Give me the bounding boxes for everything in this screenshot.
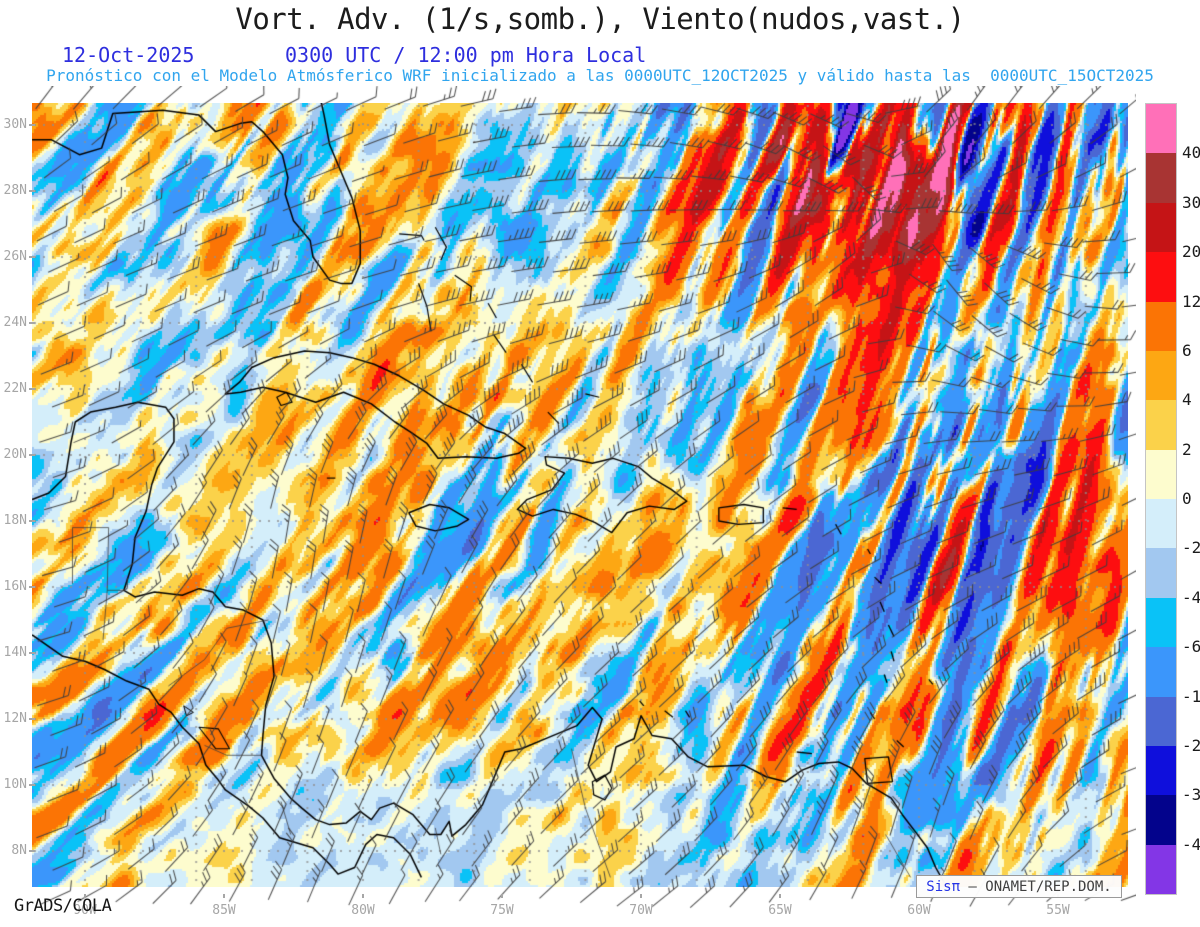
colorbar-segment bbox=[1146, 499, 1176, 549]
colorbar-segment bbox=[1146, 844, 1176, 894]
lon-tick-mark bbox=[84, 894, 86, 898]
colorbar-segment bbox=[1146, 104, 1176, 154]
colorbar-boundary-label: 12 bbox=[1182, 291, 1200, 311]
colorbar-boundary-label: 2 bbox=[1182, 439, 1192, 459]
lat-tick-mark bbox=[29, 388, 35, 390]
colorbar-boundary-label: 40 bbox=[1182, 143, 1200, 163]
sistt-logo: Sisπ bbox=[926, 878, 960, 895]
lat-tick-label: 26N bbox=[3, 249, 27, 264]
lat-tick-mark bbox=[29, 256, 35, 258]
lat-tick-mark bbox=[29, 322, 35, 324]
grads-credit: GrADS/COLA bbox=[14, 896, 112, 916]
colorbar-boundary-label: -40 bbox=[1182, 834, 1200, 854]
lon-tick-label: 70W bbox=[629, 903, 653, 918]
lat-tick-label: 18N bbox=[3, 513, 27, 528]
colorbar-segment bbox=[1146, 597, 1176, 648]
colorbar-segment bbox=[1146, 252, 1176, 302]
colorbar-boundary-label: 20 bbox=[1182, 242, 1200, 262]
lat-tick-mark bbox=[29, 586, 35, 588]
colorbar-boundary-label: -4 bbox=[1182, 587, 1200, 607]
lat-tick-mark bbox=[29, 454, 35, 456]
lat-tick-label: 28N bbox=[3, 183, 27, 198]
colorbar-boundary-label: -12 bbox=[1182, 686, 1200, 706]
colorbar-segment bbox=[1146, 301, 1176, 351]
lat-tick-label: 20N bbox=[3, 447, 27, 462]
lat-tick-mark bbox=[29, 784, 35, 786]
lon-tick-mark bbox=[501, 894, 503, 898]
colorbar bbox=[1145, 103, 1177, 895]
lon-tick-mark bbox=[779, 894, 781, 898]
colorbar-boundary-label: 0 bbox=[1182, 489, 1192, 508]
lon-tick-label: 80W bbox=[351, 903, 375, 918]
colorbar-boundary-label: 6 bbox=[1182, 340, 1192, 360]
colorbar-boundary-label: -2 bbox=[1182, 538, 1200, 558]
colorbar-segment bbox=[1146, 153, 1176, 203]
lat-tick-mark bbox=[29, 124, 35, 126]
lon-tick-label: 75W bbox=[490, 903, 514, 918]
colorbar-segment bbox=[1146, 350, 1176, 401]
colorbar-boundary-label: -6 bbox=[1182, 637, 1200, 657]
colorbar-segment bbox=[1146, 795, 1176, 845]
lon-tick-label: 85W bbox=[212, 903, 236, 918]
lon-tick-label: 90W bbox=[73, 903, 97, 918]
lat-tick-label: 22N bbox=[3, 381, 27, 396]
colorbar-segment bbox=[1146, 202, 1176, 253]
lat-tick-label: 30N bbox=[3, 117, 27, 132]
lat-tick-mark bbox=[29, 718, 35, 720]
colorbar-segment bbox=[1146, 647, 1176, 697]
forecast-date: 12-Oct-2025 bbox=[62, 43, 195, 67]
lat-tick-label: 14N bbox=[3, 645, 27, 660]
lat-tick-label: 12N bbox=[3, 711, 27, 726]
lat-tick-label: 10N bbox=[3, 777, 27, 792]
attribution-org: – ONAMET/REP.DOM. bbox=[960, 878, 1112, 895]
lon-tick-mark bbox=[362, 894, 364, 898]
forecast-subtitle: Pronóstico con el Modelo Atmósferico WRF… bbox=[46, 66, 1154, 85]
colorbar-boundary-label: 30 bbox=[1182, 192, 1200, 212]
colorbar-boundary-label: 4 bbox=[1182, 390, 1192, 410]
colorbar-boundary-label: -30 bbox=[1182, 785, 1200, 805]
lon-tick-mark bbox=[223, 894, 225, 898]
colorbar-segment bbox=[1146, 548, 1176, 598]
lat-tick-mark bbox=[29, 652, 35, 654]
lat-tick-label: 16N bbox=[3, 579, 27, 594]
lon-tick-label: 55W bbox=[1046, 903, 1070, 918]
lat-tick-mark bbox=[29, 850, 35, 852]
colorbar-segment bbox=[1146, 745, 1176, 796]
lon-tick-label: 60W bbox=[907, 903, 931, 918]
colorbar-segment bbox=[1146, 400, 1176, 450]
wind-barbs-overlay bbox=[10, 86, 1136, 922]
forecast-valid-time: 0300 UTC / 12:00 pm Hora Local bbox=[285, 43, 647, 67]
page-title: Vort. Adv. (1/s,somb.), Viento(nudos,vas… bbox=[235, 2, 965, 36]
lon-tick-mark bbox=[640, 894, 642, 898]
lon-tick-label: 65W bbox=[768, 903, 792, 918]
lat-tick-label: 24N bbox=[3, 315, 27, 330]
lat-tick-label: 8N bbox=[11, 843, 27, 858]
lat-tick-mark bbox=[29, 190, 35, 192]
colorbar-segment bbox=[1146, 696, 1176, 746]
colorbar-segment bbox=[1146, 449, 1176, 499]
colorbar-boundary-label: -20 bbox=[1182, 735, 1200, 755]
attribution-box: Sisπ – ONAMET/REP.DOM. bbox=[916, 875, 1122, 898]
lat-tick-mark bbox=[29, 520, 35, 522]
